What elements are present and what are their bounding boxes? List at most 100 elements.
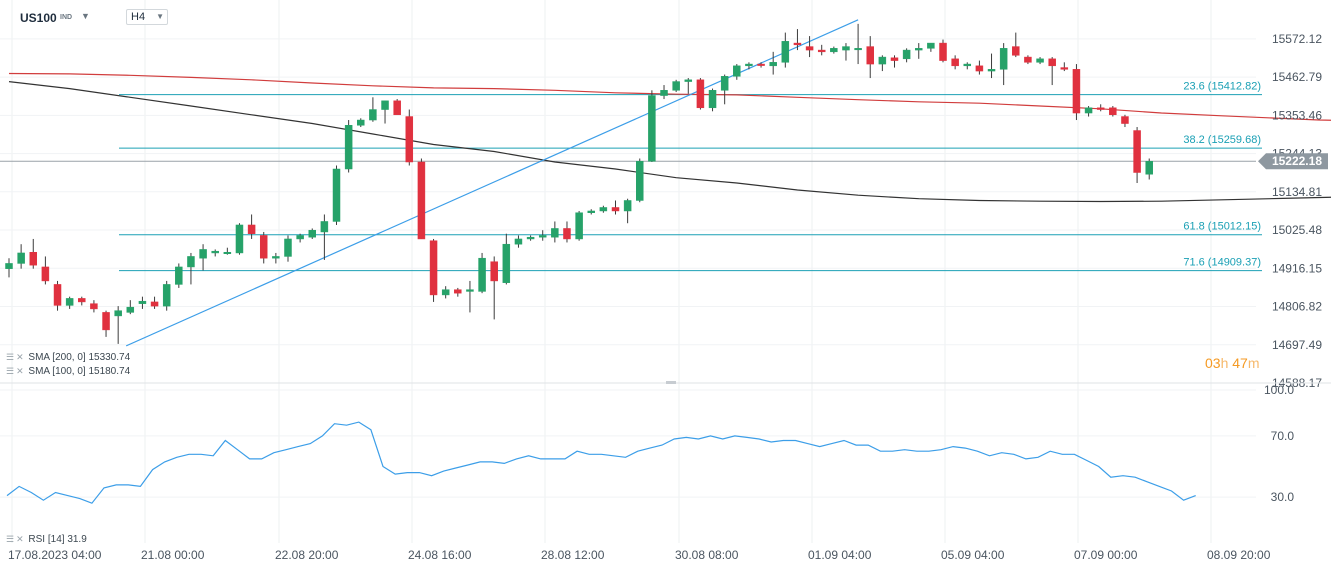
candle bbox=[247, 214, 256, 239]
close-icon[interactable]: ✕ bbox=[16, 534, 24, 544]
trendline-layer bbox=[125, 19, 859, 347]
candle bbox=[102, 310, 110, 337]
candle-body-up bbox=[720, 76, 729, 91]
candle bbox=[526, 235, 535, 241]
candle bbox=[332, 165, 341, 225]
fibonacci-levels: 23.6 (15412.82) 38.2 (15259.68) 61.8 (1501… bbox=[0, 81, 1262, 272]
candle bbox=[648, 90, 656, 163]
candle-body-up bbox=[65, 298, 74, 306]
candle bbox=[939, 39, 947, 63]
candle bbox=[951, 55, 959, 70]
price-axis-label: 15134.81 bbox=[1272, 185, 1322, 199]
candle-body-down bbox=[866, 46, 874, 65]
candle bbox=[502, 233, 511, 285]
time-axis-label: 24.08 16:00 bbox=[408, 548, 472, 562]
timeframe-value: H4 bbox=[131, 11, 146, 23]
candle bbox=[357, 118, 365, 128]
candle bbox=[259, 231, 268, 264]
candle-body-down bbox=[102, 312, 110, 331]
time-axis-label: 07.09 00:00 bbox=[1074, 548, 1138, 562]
candle bbox=[587, 209, 595, 215]
countdown-hours-unit: h bbox=[1220, 355, 1229, 371]
candle bbox=[793, 29, 802, 51]
time-axis-label: 17.08.2023 04:00 bbox=[8, 548, 102, 562]
sma100-line bbox=[8, 81, 1331, 203]
candle bbox=[454, 287, 462, 297]
candle-body-down bbox=[1012, 46, 1020, 56]
candle-body-down bbox=[1060, 67, 1069, 70]
candle-body-up bbox=[708, 90, 717, 109]
candle bbox=[817, 44, 826, 56]
candle bbox=[805, 36, 814, 58]
candle bbox=[150, 296, 159, 309]
current-price-tag bbox=[1258, 153, 1328, 170]
candle-body-up bbox=[126, 306, 135, 313]
candle-body-up bbox=[551, 228, 559, 238]
candle-body-up bbox=[114, 310, 122, 317]
candle-body-up bbox=[162, 284, 171, 307]
candle bbox=[915, 43, 923, 59]
candle-body-up bbox=[854, 48, 862, 51]
candle-body-down bbox=[1072, 69, 1081, 114]
candle bbox=[781, 32, 790, 68]
menu-icon[interactable]: ☰ bbox=[6, 534, 15, 544]
close-icon[interactable]: ✕ bbox=[16, 352, 24, 362]
candle-body-up bbox=[211, 250, 219, 254]
sma200-line bbox=[8, 72, 1331, 121]
candle-body-up bbox=[272, 256, 280, 259]
close-icon[interactable]: ✕ bbox=[16, 366, 24, 376]
candle-body-down bbox=[951, 58, 959, 67]
countdown-minutes: 47 bbox=[1232, 355, 1248, 371]
candle bbox=[1121, 114, 1129, 128]
chevron-down-icon[interactable]: ▼ bbox=[81, 11, 90, 21]
price-axis-label: 14697.49 bbox=[1272, 338, 1322, 352]
candle bbox=[381, 100, 389, 124]
current-price-value: 15222.18 bbox=[1272, 154, 1322, 168]
candle bbox=[211, 249, 219, 257]
candle bbox=[5, 258, 13, 278]
candle-body-up bbox=[187, 256, 195, 268]
candle-body-up bbox=[745, 63, 753, 67]
candle-body-up bbox=[842, 46, 850, 51]
candle bbox=[187, 252, 195, 285]
pane-resize-handle bbox=[666, 381, 676, 384]
time-axis-label: 05.09 04:00 bbox=[941, 548, 1005, 562]
candle bbox=[41, 256, 50, 285]
fib-level-label: 61.8 (15012.15) bbox=[1183, 221, 1261, 233]
price-axis-label: 15353.46 bbox=[1272, 108, 1322, 122]
menu-icon[interactable]: ☰ bbox=[6, 366, 15, 376]
candle-body-down bbox=[90, 303, 98, 310]
candle-body-up bbox=[223, 251, 232, 254]
candle bbox=[17, 244, 25, 269]
candle-body-down bbox=[1048, 58, 1056, 67]
symbol-label[interactable]: US100 bbox=[20, 11, 57, 25]
candle-body-up bbox=[538, 235, 547, 238]
timeframe-select[interactable]: H4 ▼ bbox=[126, 9, 168, 25]
candle-body-up bbox=[587, 210, 595, 213]
candle bbox=[441, 286, 450, 299]
candle bbox=[223, 247, 232, 255]
rsi-legend[interactable]: ☰ ✕ RSI [14] 31.9 bbox=[6, 534, 87, 545]
candle-body-up bbox=[296, 235, 304, 240]
candle-body-up bbox=[1084, 107, 1093, 114]
candle-body-down bbox=[1109, 107, 1117, 116]
candle bbox=[1012, 32, 1020, 58]
candle bbox=[65, 296, 74, 309]
candle bbox=[599, 205, 608, 213]
candlesticks bbox=[5, 23, 1153, 344]
price-axis-label: 15572.12 bbox=[1272, 32, 1322, 46]
candle bbox=[417, 158, 426, 240]
candle bbox=[490, 256, 498, 320]
candle bbox=[708, 88, 717, 112]
menu-icon[interactable]: ☰ bbox=[6, 352, 15, 362]
price-axis-label: 15025.48 bbox=[1272, 223, 1322, 237]
rsi-axis-label: 70.0 bbox=[1271, 429, 1295, 443]
candle-body-up bbox=[902, 49, 911, 60]
candle bbox=[551, 221, 559, 243]
time-axis-label: 21.08 00:00 bbox=[141, 548, 205, 562]
sma100-legend[interactable]: ☰ ✕ SMA [100, 0] 15180.74 bbox=[6, 366, 130, 377]
sma200-legend[interactable]: ☰ ✕ SMA [200, 0] 15330.74 bbox=[6, 352, 130, 363]
sma100-legend-text: SMA [100, 0] 15180.74 bbox=[28, 366, 131, 377]
candle-body-up bbox=[636, 161, 644, 201]
